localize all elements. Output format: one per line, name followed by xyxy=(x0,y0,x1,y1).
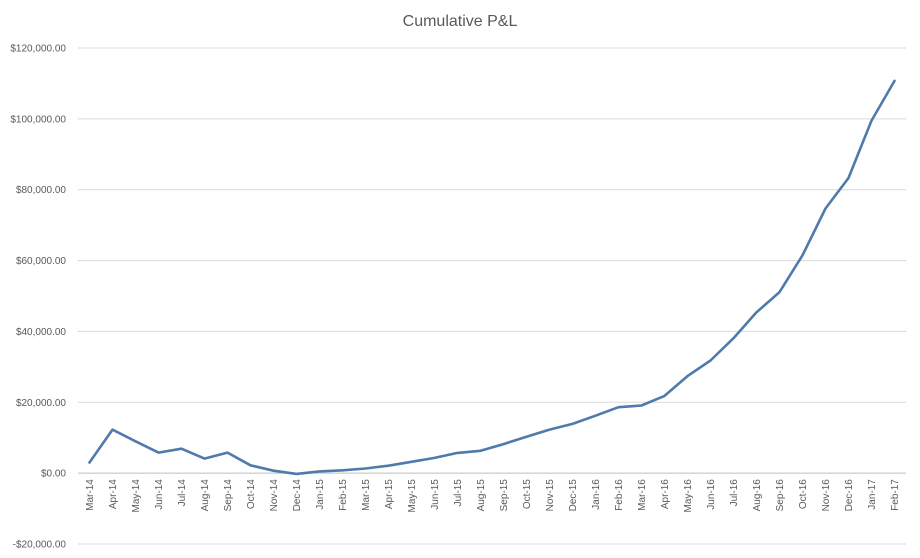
y-tick-label: -$20,000.00 xyxy=(13,540,67,551)
data-point xyxy=(824,207,828,211)
y-tick-label: $120,000.00 xyxy=(10,44,66,55)
x-tick-label: Jul-14 xyxy=(177,479,188,507)
data-point xyxy=(778,290,782,294)
x-tick-label: Oct-14 xyxy=(246,479,257,509)
y-tick-label: $20,000.00 xyxy=(16,398,66,409)
x-tick-label: Sep-15 xyxy=(499,479,510,512)
data-point xyxy=(525,435,529,439)
x-tick-label: Mar-14 xyxy=(85,479,96,511)
x-tick-label: Jul-16 xyxy=(729,479,740,507)
data-point xyxy=(180,447,184,451)
data-point xyxy=(801,253,805,257)
data-point xyxy=(732,336,736,340)
x-tick-label: Feb-17 xyxy=(890,479,901,511)
data-point xyxy=(479,449,483,453)
data-point xyxy=(502,442,506,446)
x-tick-label: Jun-15 xyxy=(430,479,441,510)
x-tick-label: Dec-16 xyxy=(844,479,855,512)
x-tick-label: Dec-14 xyxy=(292,479,303,512)
data-point xyxy=(686,374,690,378)
x-tick-label: Apr-16 xyxy=(660,479,671,509)
data-point xyxy=(617,405,621,409)
x-tick-label: May-15 xyxy=(407,479,418,513)
x-tick-label: Apr-14 xyxy=(108,479,119,509)
y-tick-label: $100,000.00 xyxy=(10,114,66,125)
x-tick-label: Mar-15 xyxy=(361,479,372,511)
y-tick-label: $40,000.00 xyxy=(16,327,66,338)
data-point xyxy=(847,176,851,180)
data-point xyxy=(157,451,161,455)
y-tick-label: $60,000.00 xyxy=(16,256,66,267)
series-line xyxy=(88,79,896,476)
data-point xyxy=(893,79,897,83)
data-point xyxy=(88,461,92,465)
data-point xyxy=(571,422,575,426)
data-point xyxy=(456,451,460,455)
x-tick-label: Sep-14 xyxy=(223,479,234,512)
data-point xyxy=(295,472,299,476)
data-point xyxy=(387,464,391,468)
data-point xyxy=(203,457,207,461)
y-tick-label: $0.00 xyxy=(41,469,66,480)
x-tick-label: Jan-17 xyxy=(867,479,878,510)
data-point xyxy=(364,467,368,471)
data-point xyxy=(870,119,874,123)
x-tick-label: Jun-14 xyxy=(154,479,165,510)
x-tick-label: Sep-16 xyxy=(775,479,786,512)
x-tick-label: Aug-15 xyxy=(476,479,487,512)
data-point xyxy=(594,414,598,418)
data-point xyxy=(709,359,713,363)
x-tick-label: Oct-15 xyxy=(522,479,533,509)
x-tick-label: Apr-15 xyxy=(384,479,395,509)
x-tick-label: Feb-16 xyxy=(614,479,625,511)
x-tick-label: Oct-16 xyxy=(798,479,809,509)
data-point xyxy=(341,468,345,472)
series-layer xyxy=(88,79,897,476)
data-point xyxy=(640,404,644,408)
gridlines xyxy=(78,47,906,545)
x-tick-label: Mar-16 xyxy=(637,479,648,511)
x-tick-label: Jul-15 xyxy=(453,479,464,507)
x-tick-label: Nov-16 xyxy=(821,479,832,512)
x-tick-label: May-14 xyxy=(131,479,142,513)
x-tick-label: Dec-15 xyxy=(568,479,579,512)
data-point xyxy=(663,394,667,398)
y-axis-ticks: -$20,000.00 $0.00 $20,000.00 $40,000.00 $60,… xyxy=(10,44,66,551)
y-tick-label: $80,000.00 xyxy=(16,185,66,196)
data-point xyxy=(134,439,138,443)
x-axis-ticks: Mar-14 Apr-14 May-14 Jun-14 Jul-14 Aug-14 Sep-… xyxy=(85,479,901,513)
data-point xyxy=(249,463,253,467)
x-tick-label: Nov-15 xyxy=(545,479,556,512)
x-tick-label: Jan-16 xyxy=(591,479,602,510)
x-tick-label: Jan-15 xyxy=(315,479,326,510)
data-point xyxy=(111,428,115,432)
x-tick-label: Nov-14 xyxy=(269,479,280,512)
x-tick-label: May-16 xyxy=(683,479,694,513)
x-tick-label: Feb-15 xyxy=(338,479,349,511)
data-point xyxy=(318,469,322,473)
x-tick-label: Jun-16 xyxy=(706,479,717,510)
x-tick-label: Aug-16 xyxy=(752,479,763,512)
data-point xyxy=(272,469,276,473)
chart-title: Cumulative P&L xyxy=(403,13,518,30)
data-point xyxy=(410,460,414,464)
data-point xyxy=(755,310,759,314)
data-point xyxy=(433,456,437,460)
data-point xyxy=(226,451,230,455)
x-tick-label: Aug-14 xyxy=(200,479,211,512)
data-point xyxy=(548,428,552,432)
